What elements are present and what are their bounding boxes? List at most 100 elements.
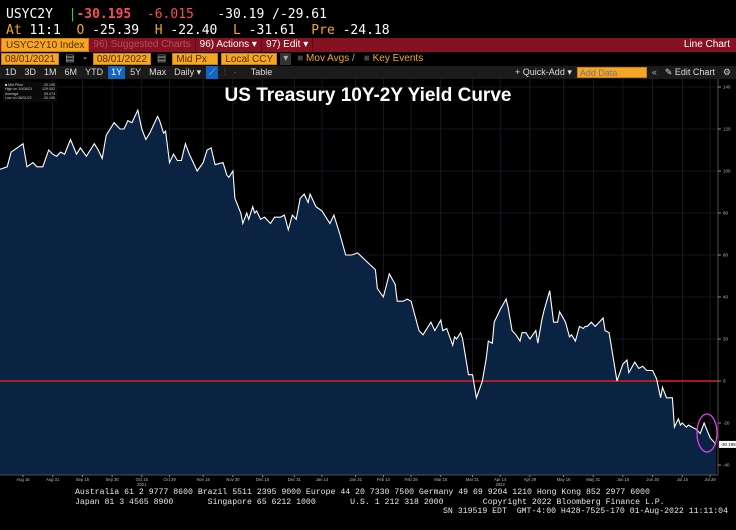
- chart-title: US Treasury 10Y-2Y Yield Curve: [224, 85, 512, 106]
- actions-menu[interactable]: 96) Actions ▾: [194, 38, 261, 52]
- footer: Australia 61 2 9777 8600 Brazil 5511 239…: [0, 488, 736, 517]
- x-year-label: 2021: [137, 482, 147, 487]
- net-change: -6.015: [146, 7, 194, 22]
- x-tick-label: Oct 15: [136, 477, 149, 482]
- edit-chart-button[interactable]: ✎ Edit Chart: [664, 67, 715, 77]
- x-tick-label: May 16: [557, 477, 571, 482]
- x-tick-label: Jan 31: [349, 477, 362, 482]
- period-bar: 1D 3D 1M 6M YTD 1Y 5Y Max Daily ▾ ⟋ ⫶ · …: [0, 66, 736, 79]
- x-tick-label: Apr 29: [524, 477, 537, 482]
- suggested-charts-button[interactable]: 96) Suggested Charts: [93, 39, 191, 50]
- end-date-input[interactable]: 08/01/2022: [92, 53, 151, 65]
- ohlc-line: At 11:1 O -25.39 H -22.40 L -31.61 Pre -…: [6, 23, 390, 39]
- period-6m[interactable]: 6M: [64, 67, 78, 77]
- x-tick-label: Apr 14: [494, 477, 507, 482]
- checkbox-icon[interactable]: ■: [297, 53, 304, 64]
- open-label: O: [76, 23, 85, 38]
- low-value: -31.61: [248, 23, 296, 38]
- last-price: -30.195: [76, 7, 132, 22]
- legend-label: Average: [5, 91, 19, 96]
- chart-controls: 08/01/2021 ▤ - 08/01/2022 ▤ Mid Px Local…: [0, 53, 736, 66]
- x-year-label: 2022: [496, 482, 506, 487]
- period-max[interactable]: Max: [149, 67, 167, 77]
- legend-value: -30.195: [42, 96, 55, 101]
- checkbox-icon[interactable]: ■: [363, 53, 370, 64]
- y-tick-label: -40: [723, 463, 730, 468]
- last-value-label: -30.195: [721, 442, 736, 447]
- legend-swatch: ■: [5, 83, 8, 87]
- ticker: USYC2Y: [6, 7, 53, 22]
- area-fill: [0, 110, 716, 475]
- y-tick-label: 0: [723, 379, 726, 384]
- at-label: At: [6, 23, 22, 38]
- gear-icon[interactable]: ⚙: [722, 67, 731, 77]
- mov-avgs-label: Mov Avgs: [306, 53, 350, 64]
- last-value-box: [719, 440, 736, 448]
- x-tick-label: Aug 31: [46, 477, 60, 482]
- x-tick-label: Sep 30: [105, 477, 119, 482]
- x-tick-label: Dec 31: [288, 477, 302, 482]
- calendar-icon[interactable]: ▤: [156, 53, 167, 64]
- quote-line: USYC2Y |-30.195 -6.015 -30.19 /-29.61: [6, 7, 327, 23]
- y-tick-label: 20: [723, 337, 729, 342]
- x-tick-label: Aug 16: [16, 477, 30, 482]
- currency-select[interactable]: Local CCY: [221, 53, 278, 65]
- x-tick-label: Dec 15: [256, 477, 270, 482]
- collapse-icon[interactable]: «: [651, 67, 657, 77]
- edit-menu[interactable]: 97) Edit ▾: [260, 38, 314, 52]
- pre-value: -24.18: [342, 23, 390, 38]
- series-line: [0, 108, 717, 445]
- legend-value: 129.002: [42, 87, 55, 92]
- legend-label: Mid Price: [8, 83, 24, 87]
- currency-dropdown-icon[interactable]: ▾: [280, 53, 292, 65]
- calendar-icon[interactable]: ▤: [65, 53, 75, 64]
- period-1m[interactable]: 1M: [44, 67, 57, 77]
- field-select[interactable]: Mid Px: [172, 53, 219, 65]
- dot-icon[interactable]: ·: [233, 67, 237, 77]
- line-chart[interactable]: -40 -20 0 20 40 60 80 100 120 140 Aug 16 Aug 31 Sep …: [0, 79, 736, 487]
- period-ytd[interactable]: YTD: [85, 67, 104, 77]
- start-date-input[interactable]: 08/01/2021: [1, 53, 60, 65]
- legend-item: Average 59.474: [5, 92, 55, 96]
- x-tick-label: Mar 31: [466, 477, 480, 482]
- pencil-icon[interactable]: /: [352, 53, 355, 64]
- high-value: -22.40: [170, 23, 218, 38]
- chart-type-label: Line Chart: [683, 39, 730, 50]
- y-tick-label: 120: [723, 127, 731, 132]
- highlight-ellipse: [696, 413, 718, 453]
- x-tick-label: Jun 30: [646, 477, 659, 482]
- x-tick-label: Jul 15: [677, 477, 689, 482]
- legend-item: High on 10/08/21 129.002: [5, 87, 55, 91]
- open-value: -25.39: [92, 23, 140, 38]
- period-1d[interactable]: 1D: [5, 67, 17, 77]
- candle-chart-icon[interactable]: ⫶: [223, 67, 226, 77]
- table-button[interactable]: Table: [250, 67, 273, 77]
- x-tick-label: May 31: [586, 477, 600, 482]
- y-tick-label: 140: [723, 85, 731, 90]
- mov-avgs-toggle[interactable]: ■ Mov Avgs /: [294, 53, 358, 65]
- pre-label: Pre: [311, 23, 335, 38]
- x-tick-label: Oct 29: [163, 477, 176, 482]
- quick-add-button[interactable]: + Quick-Add ▾: [515, 67, 572, 77]
- line-chart-icon[interactable]: ⟋: [206, 66, 219, 79]
- period-3d[interactable]: 3D: [24, 67, 37, 77]
- chart-tools-group: + Quick-Add ▾ « ✎ Edit Chart ⚙: [512, 66, 734, 79]
- x-tick-label: Nov 30: [226, 477, 240, 482]
- legend-value: 59.474: [44, 91, 55, 96]
- date-separator: -: [83, 53, 87, 64]
- period-group: 1D 3D 1M 6M YTD 1Y 5Y Max Daily ▾ ⟋ ⫶ · …: [2, 66, 275, 79]
- y-tick-label: 80: [723, 211, 729, 216]
- key-events-toggle[interactable]: ■ Key Events: [361, 53, 426, 65]
- x-tick-label: Sep 15: [76, 477, 90, 482]
- y-tick-label: -20: [723, 421, 730, 426]
- period-5y[interactable]: 5Y: [130, 67, 142, 77]
- high-label: H: [154, 23, 163, 38]
- chart-legend: ■ Mid Price -30.195 High on 10/08/21 129.0…: [3, 82, 57, 102]
- add-data-input[interactable]: [576, 67, 647, 78]
- frequency-select[interactable]: Daily ▾: [174, 67, 202, 77]
- period-1y[interactable]: 1Y: [108, 66, 126, 79]
- security-input[interactable]: USYC2Y10 Index: [1, 38, 90, 52]
- footer-session: SN 319519 EDT GMT-4:00 H428-7525-170 01-…: [443, 507, 728, 516]
- tick-direction: |: [68, 7, 77, 22]
- legend-item: ■ Mid Price -30.195: [5, 83, 55, 87]
